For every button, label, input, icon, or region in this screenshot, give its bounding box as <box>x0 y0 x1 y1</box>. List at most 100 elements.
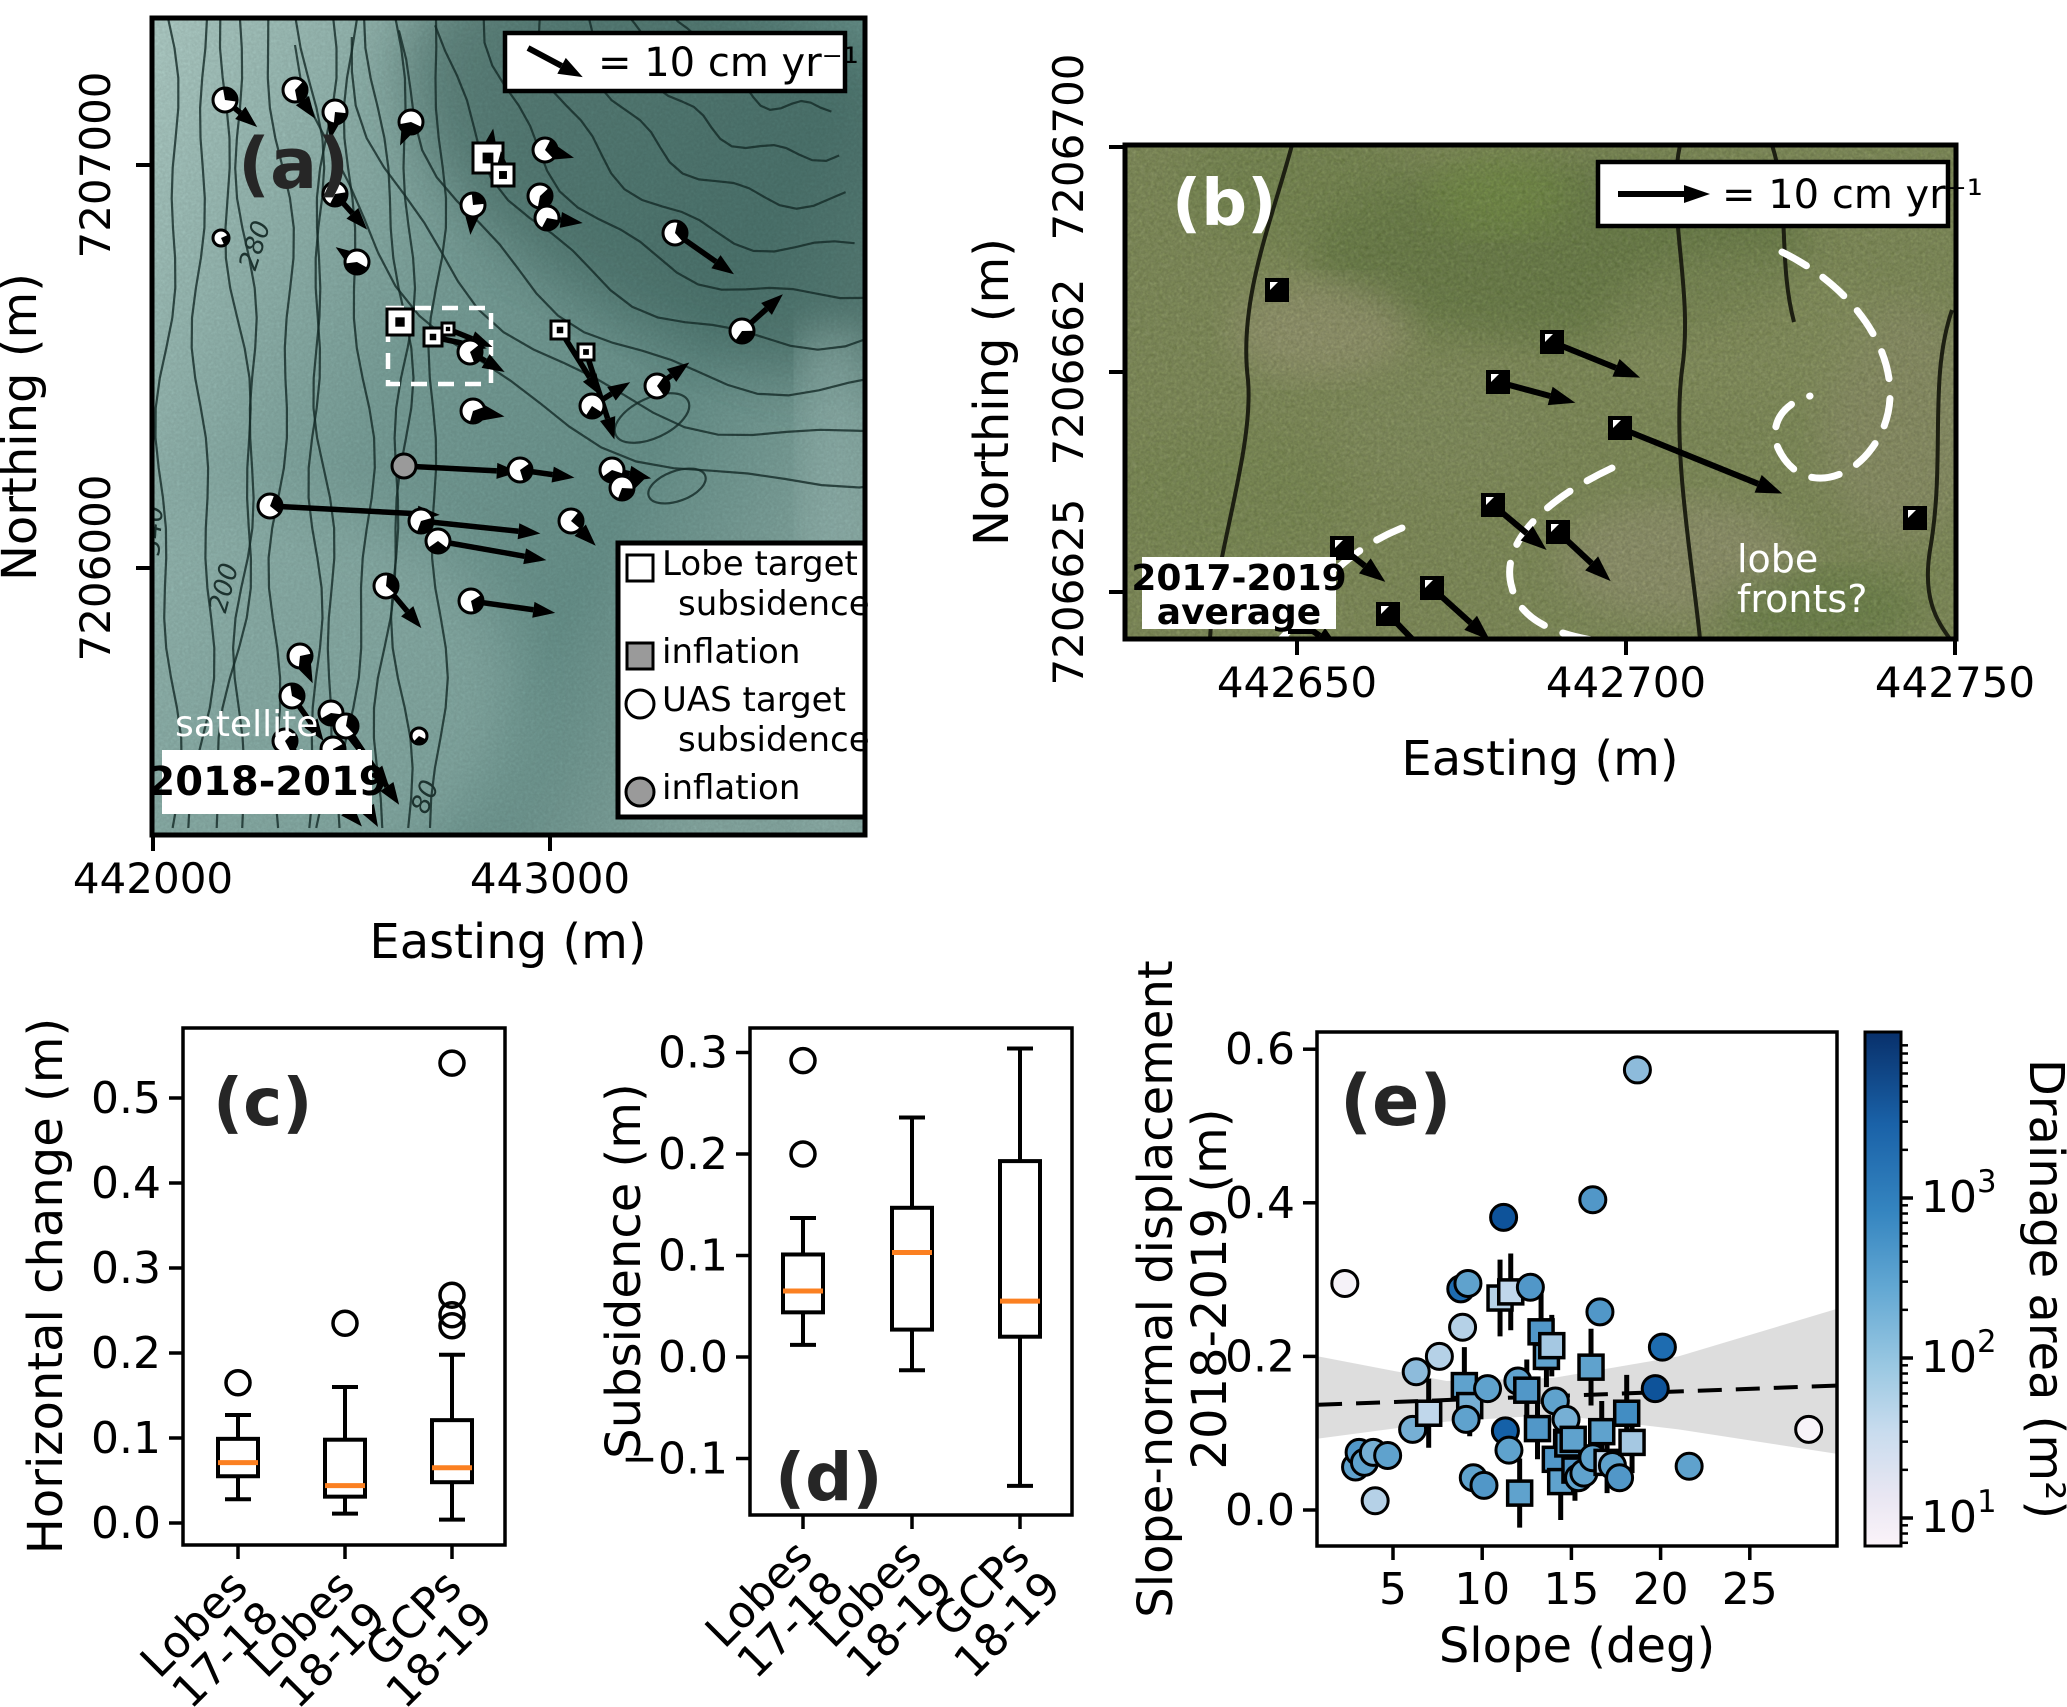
vector-arrow-head <box>557 57 583 78</box>
y-tick-label: 0.4 <box>1225 1178 1295 1229</box>
scatter-circle <box>1515 1272 1545 1302</box>
vector-arrow-head <box>380 782 400 805</box>
panel-d-letter: (d) <box>775 1439 883 1516</box>
scatter-circle <box>1448 1312 1478 1342</box>
panel-a-letter: (a) <box>238 123 349 205</box>
colorbar-tick-label: 101 <box>1921 1484 1997 1543</box>
xlabel-e: Slope (deg) <box>1439 1618 1715 1674</box>
box <box>781 1252 825 1315</box>
subsidence-wedge <box>270 494 282 514</box>
contour-label: 340 <box>136 505 169 557</box>
y-tick-label: 0.0 <box>1225 1485 1295 1536</box>
y-tick-label: 0.0 <box>91 1498 161 1549</box>
x-tick-label: 5 <box>1379 1564 1407 1615</box>
scatter-square <box>1523 1414 1552 1443</box>
x-tick-label: 442700 <box>1546 658 1706 707</box>
scatter-circle <box>1401 1357 1431 1387</box>
scatter-circle <box>1647 1332 1677 1362</box>
uas-inflation-marker <box>390 452 418 480</box>
vector-arrow-head <box>1547 386 1576 406</box>
y-tick-label: 0.4 <box>91 1158 161 1209</box>
subsidence-wedge <box>585 406 603 418</box>
subsidence-wedge <box>329 192 347 207</box>
scale-box-a: = 10 cm yr⁻¹ <box>502 30 859 94</box>
panel-e-letter: (e) <box>1340 1060 1451 1142</box>
scatter-square <box>1587 1417 1616 1446</box>
scatter-circle <box>1360 1486 1390 1516</box>
vector-arrow-head <box>523 548 547 565</box>
photo-target-glyph <box>1425 580 1433 588</box>
ylabel-e-line1: Slope-normal displacement <box>1128 960 1184 1617</box>
subsidence-wedge <box>346 714 359 735</box>
vector-arrow-head <box>481 354 505 372</box>
vector-arrow-head <box>1464 615 1490 639</box>
colorbar-tick-label: 102 <box>1921 1324 1997 1383</box>
stream-channel <box>1925 309 1954 639</box>
subsidence-wedge <box>290 684 304 702</box>
y-tick-label: 7206700 <box>1044 53 1093 240</box>
x-tick-label: 442000 <box>73 854 233 903</box>
axes-a: 442000 443000 7207000 7206000 <box>71 71 630 903</box>
y-tick-label: 0.6 <box>1225 1024 1295 1075</box>
x-tick-label: 442650 <box>1217 658 1377 707</box>
lobe-target-inner-mark <box>395 317 405 327</box>
outlier-point <box>224 1369 252 1397</box>
subsidence-wedge <box>520 463 532 482</box>
photo-target-glyph <box>1335 540 1343 548</box>
photo-target-glyph <box>1381 606 1389 614</box>
scatter-circle <box>1622 1055 1652 1085</box>
legend-label: inflation <box>662 632 800 672</box>
subsidence-wedge <box>675 221 687 243</box>
vector-arrow-shaft <box>526 45 563 69</box>
legend-label: UAS target <box>662 680 846 720</box>
lobe-target-marker <box>385 307 415 337</box>
subsidence-wedge <box>571 511 583 529</box>
outlier-point <box>438 1049 466 1077</box>
ylabel-d: Subsidence (m) <box>596 1083 652 1459</box>
legend-circle-open-icon <box>624 688 656 720</box>
x-tick-label: 15 <box>1543 1564 1599 1615</box>
x-tick-label: 443000 <box>470 854 630 903</box>
subsidence-wedge <box>413 736 427 745</box>
scatter-circle <box>1794 1414 1824 1444</box>
x-tick-label: 25 <box>1722 1564 1778 1615</box>
y-tick-label: −0.1 <box>621 1434 728 1485</box>
plot-frame <box>1315 1030 1839 1548</box>
box <box>998 1159 1042 1339</box>
scatter-circle <box>1473 1374 1503 1404</box>
outlier-point <box>438 1301 466 1329</box>
lobe-target-inner-mark <box>482 152 494 164</box>
panel-c-letter: (c) <box>213 1064 312 1141</box>
category-label: GCPs18-19 <box>913 1531 1071 1689</box>
vector-arrow-head <box>295 96 316 119</box>
subsidence-wedge <box>545 139 557 159</box>
lobe-target-inner-mark <box>429 333 437 341</box>
scale-label-b: = 10 cm yr⁻¹ <box>1722 172 1983 218</box>
ylabel-c: Horizontal change (m) <box>18 1018 74 1554</box>
legend-label: Lobe target <box>662 544 858 584</box>
panel-d: −0.10.00.10.20.3Lobes17-18Lobes18-19GCPs… <box>596 1026 1074 1689</box>
y-tick-label: 0.1 <box>658 1231 728 1282</box>
outlier-point <box>438 1312 466 1340</box>
subsidence-wedge <box>221 234 229 246</box>
map-b-border <box>1122 142 1959 642</box>
lobe-front-dashed-lines <box>1275 248 1894 639</box>
legend-label: inflation <box>662 768 800 808</box>
scale-label-a: = 10 cm yr⁻¹ <box>598 40 859 86</box>
lobe-target-inner-mark <box>445 326 451 332</box>
vector-arrow-head <box>711 255 734 275</box>
subsidence-wedge <box>345 262 368 274</box>
scatter-circle <box>1424 1341 1454 1371</box>
outlier-point <box>438 1281 466 1309</box>
confidence-band <box>1318 1308 1838 1454</box>
map-a-border <box>149 15 868 838</box>
vector-arrow-head <box>761 294 783 315</box>
colorbar-label: Drainage area (m²) <box>2018 1059 2067 1519</box>
vector-arrow-head <box>666 362 690 382</box>
vector-arrow-head <box>1754 475 1783 494</box>
colorbar-tick-label: 103 <box>1921 1164 1997 1223</box>
